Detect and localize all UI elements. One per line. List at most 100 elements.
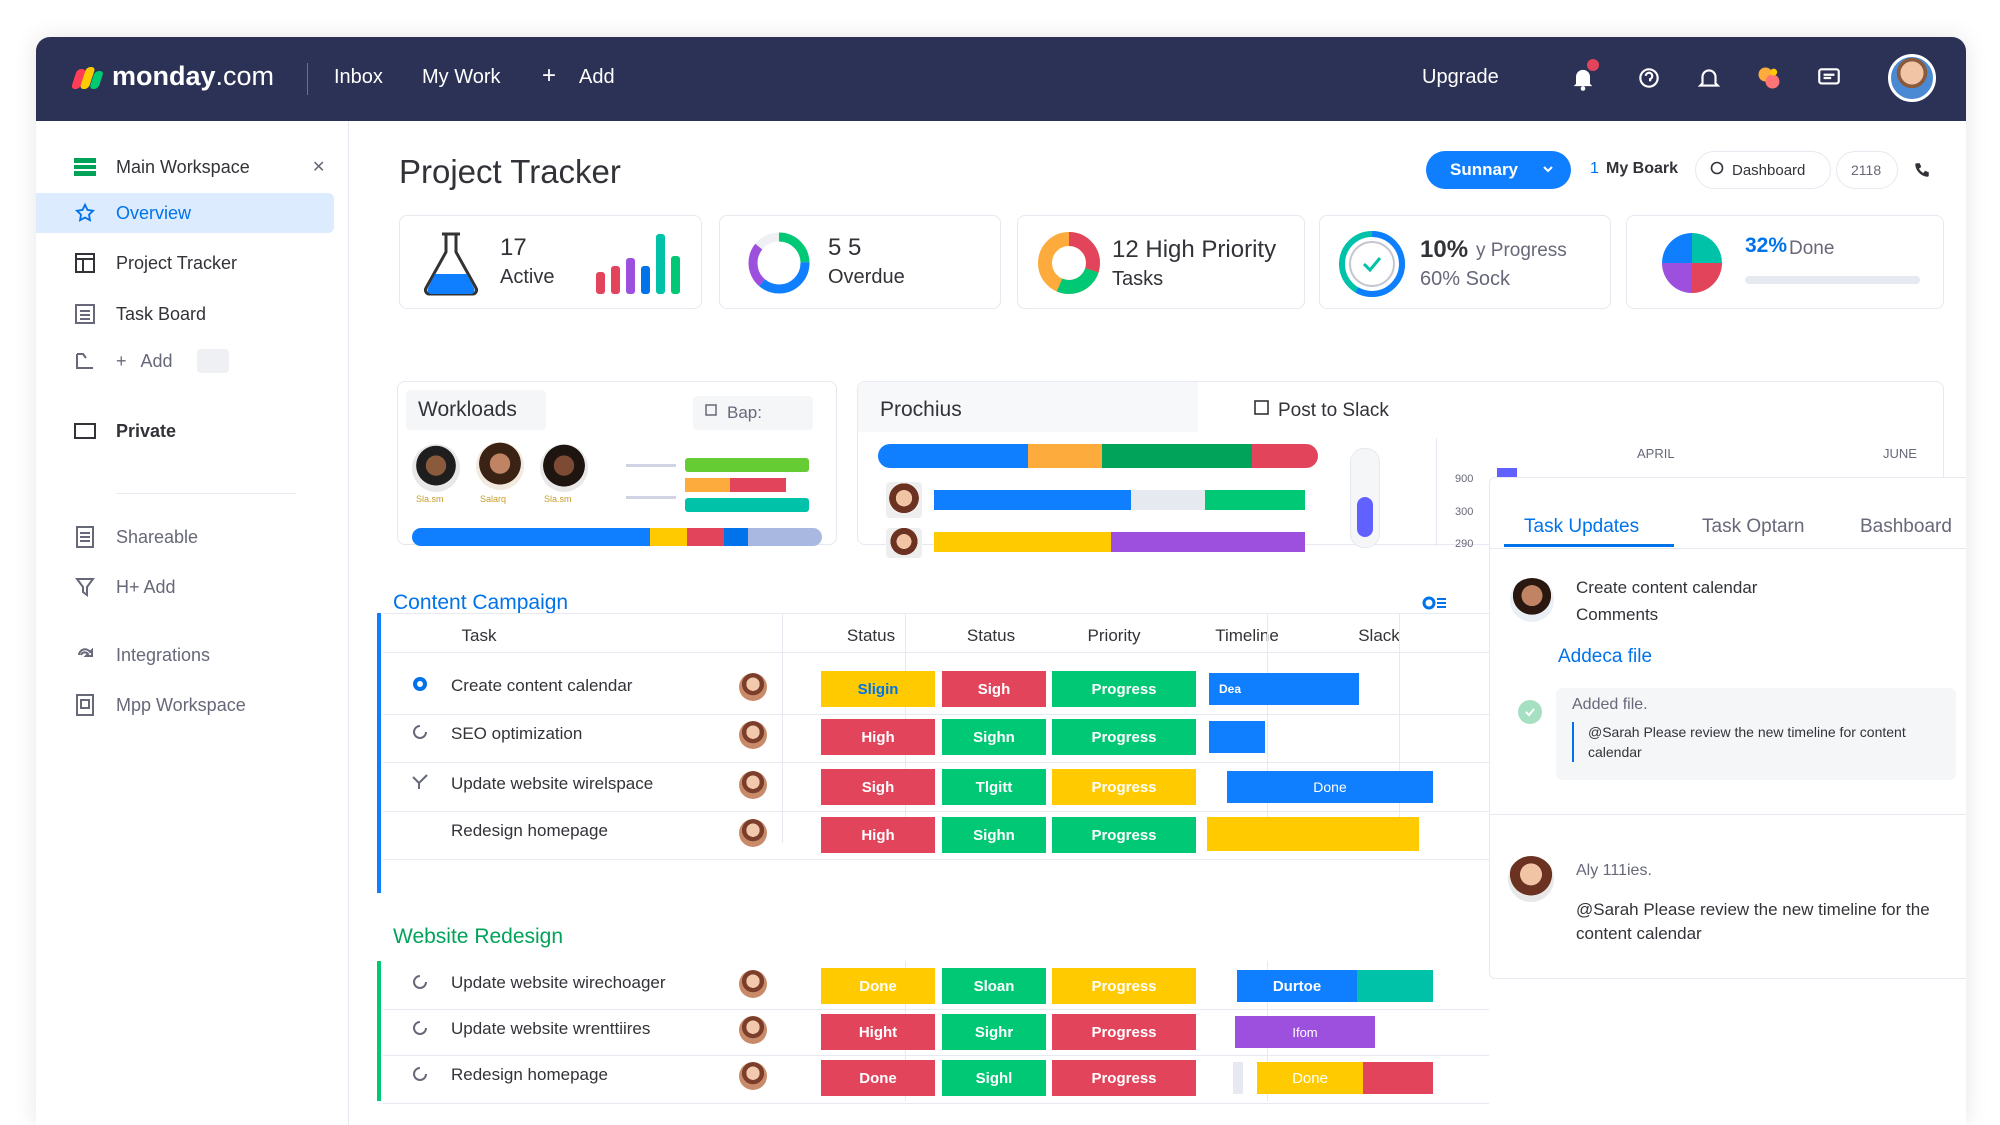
phone-icon[interactable] (1913, 161, 1931, 184)
update-title: Create content calendar (1576, 578, 1758, 597)
priority-cell[interactable]: Progress (1052, 769, 1196, 805)
task-name[interactable]: Create content calendar (451, 676, 633, 695)
nav-add-plus-icon[interactable]: + (542, 62, 557, 89)
status-cell[interactable]: High (821, 719, 935, 755)
priority-cell[interactable]: Progress (1052, 671, 1196, 707)
status-cell[interactable]: Sigh (942, 671, 1046, 707)
nav-inbox[interactable]: Inbox (334, 66, 383, 88)
timeline-cell[interactable]: Ifom (1235, 1016, 1375, 1048)
priority-cell[interactable]: Progress (1052, 1014, 1196, 1050)
kpi-done-card[interactable]: 32% Done (1626, 215, 1944, 309)
bell-icon[interactable] (1566, 57, 1601, 95)
status-cell[interactable]: Sloan (942, 968, 1046, 1004)
user-avatar[interactable] (1508, 856, 1554, 902)
group-title-website-redesign[interactable]: Website Redesign (393, 925, 564, 948)
sidebar-item-overview[interactable]: Overview (36, 193, 334, 233)
person-avatar[interactable] (476, 442, 524, 490)
notifications-icon[interactable] (1692, 61, 1726, 95)
user-avatar[interactable] (1510, 578, 1554, 622)
person-avatar[interactable] (412, 444, 460, 492)
priority-cell[interactable]: Progress (1052, 817, 1196, 853)
logo[interactable]: monday.com (70, 61, 274, 92)
nav-my-work[interactable]: My Work (422, 66, 501, 88)
person-avatar (886, 482, 922, 518)
status-cell[interactable]: Sighn (942, 817, 1046, 853)
timeline-cell[interactable]: Durtoe (1237, 970, 1357, 1002)
tab-bashboard[interactable]: Bashboard (1860, 516, 1952, 537)
sidebar-item-add[interactable]: + Add (36, 341, 334, 381)
assignee-avatar[interactable] (739, 1016, 767, 1044)
upgrade-link[interactable]: Upgrade (1422, 66, 1499, 88)
post-to-slack-button[interactable]: Post to Slack (1254, 400, 1389, 422)
priority-cell[interactable]: Progress (1052, 1060, 1196, 1096)
task-name[interactable]: Update website wirelspace (451, 774, 654, 793)
task-name[interactable]: SEO optimization (451, 724, 583, 743)
column-header-task[interactable]: Task (461, 626, 497, 645)
timeline-cell[interactable]: Dea (1209, 673, 1359, 705)
file-attachment-box[interactable] (1556, 688, 1956, 780)
sidebar-item-h-add[interactable]: H+ Add (36, 567, 334, 607)
group-title-content-campaign[interactable]: Content Campaign (393, 591, 569, 614)
kpi-active-card[interactable]: 17 Active (399, 215, 702, 309)
timeline-cell[interactable]: Done (1257, 1062, 1363, 1094)
timeline-cell[interactable] (1207, 817, 1419, 851)
status-cell[interactable]: Done (821, 968, 935, 1004)
assignee-avatar[interactable] (739, 771, 767, 799)
count-pill[interactable]: 2118 (1836, 151, 1898, 189)
task-name[interactable]: Redesign homepage (451, 821, 608, 840)
status-cell[interactable]: Sigh (821, 769, 935, 805)
column-header-status-2[interactable]: Status (966, 626, 1016, 645)
column-header-timeline[interactable]: Timeline (1215, 626, 1279, 645)
sidebar-item-task-board[interactable]: Task Board (36, 294, 334, 334)
status-cell[interactable]: Tlgitt (942, 769, 1046, 805)
add-shortcut-icon (196, 349, 229, 373)
timeline-cell[interactable]: Done (1227, 771, 1433, 803)
status-cell[interactable]: High (821, 817, 935, 853)
column-header-status[interactable]: Status (846, 626, 896, 645)
summary-view-button[interactable]: Sunnary (1426, 151, 1571, 189)
my-board-link[interactable]: My Boark (1606, 160, 1679, 177)
priority-cell[interactable]: Progress (1052, 968, 1196, 1004)
status-cell[interactable]: Done (821, 1060, 935, 1096)
status-cell[interactable]: Sighr (942, 1014, 1046, 1050)
dashboard-button[interactable]: Dashboard (1695, 151, 1831, 189)
assignee-avatar[interactable] (739, 819, 767, 847)
status-cell[interactable]: Sighl (942, 1060, 1046, 1096)
tab-task-optarn[interactable]: Task Optarn (1702, 516, 1805, 537)
kpi-overdue-card[interactable]: 5 5 Overdue (719, 215, 1001, 309)
sidebar-item-project-tracker[interactable]: Project Tracker (36, 243, 334, 283)
chat-icon[interactable] (1812, 61, 1846, 95)
timeline-cell[interactable] (1209, 721, 1265, 753)
status-cell[interactable]: Hight (821, 1014, 935, 1050)
collapse-icon[interactable]: ✕ (312, 159, 326, 176)
workspace-selector[interactable]: Main Workspace ✕ (36, 147, 334, 187)
user-avatar[interactable] (1888, 54, 1936, 102)
add-file-link[interactable]: Addeca file (1558, 646, 1653, 667)
status-cell[interactable]: Sligin (821, 671, 935, 707)
help-icon[interactable] (1632, 61, 1666, 95)
assignee-avatar[interactable] (739, 721, 767, 749)
assignee-avatar[interactable] (739, 673, 767, 701)
sidebar-item-mpp-workspace[interactable]: Mpp Workspace (36, 685, 334, 725)
kpi-high-priority-card[interactable]: 12 High Priority Tasks (1017, 215, 1305, 309)
person-avatar[interactable] (540, 444, 588, 492)
integrations-icon (74, 644, 96, 666)
task-name[interactable]: Update website wirechoager (451, 973, 666, 992)
nav-add[interactable]: Add (579, 66, 615, 88)
priority-cell[interactable]: Progress (1052, 719, 1196, 755)
tab-task-updates[interactable]: Task Updates (1524, 516, 1640, 537)
sidebar-item-integrations[interactable]: Integrations (36, 635, 334, 675)
sidebar-item-shareable[interactable]: Shareable (36, 517, 334, 557)
assignee-avatar[interactable] (739, 1062, 767, 1090)
status-cell[interactable]: Sighn (942, 719, 1046, 755)
group-menu-icon[interactable] (1422, 595, 1448, 611)
workloads-action-button[interactable]: Bap: (693, 396, 813, 430)
task-name[interactable]: Redesign homepage (451, 1065, 608, 1084)
apps-icon[interactable] (1752, 61, 1786, 95)
column-header-priority[interactable]: Priority (1087, 626, 1141, 645)
column-header-slack[interactable]: Slack (1358, 626, 1400, 645)
kpi-progress-card[interactable]: 10% y Progress 60% Sock (1319, 215, 1611, 309)
task-name[interactable]: Update website wrenttiires (451, 1019, 651, 1038)
sidebar-item-private[interactable]: Private (36, 411, 334, 451)
assignee-avatar[interactable] (739, 970, 767, 998)
